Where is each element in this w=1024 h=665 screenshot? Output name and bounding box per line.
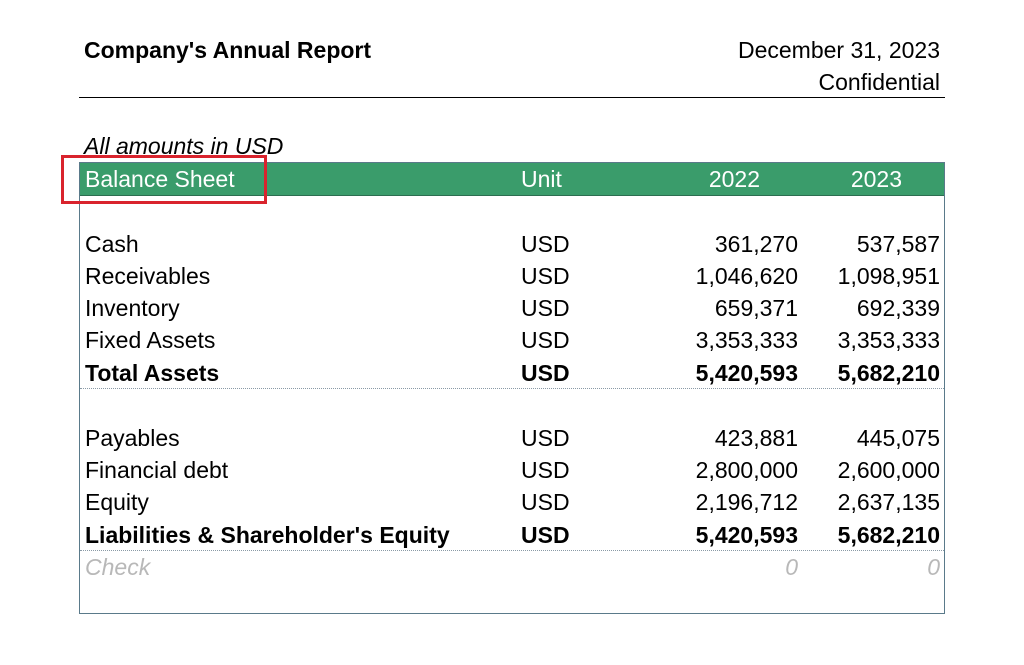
row-value-2023[interactable]: 445,075 xyxy=(856,425,940,451)
total-assets-row: Total Assets USD 5,420,593 5,682,210 xyxy=(80,358,944,388)
row-value-2022[interactable]: 659,371 xyxy=(714,295,798,321)
row-value-2023[interactable]: 1,098,951 xyxy=(837,263,940,289)
row-value-2023[interactable]: 5,682,210 xyxy=(837,522,940,548)
row-value-2022[interactable]: 0 xyxy=(785,554,798,580)
row-unit[interactable]: USD xyxy=(521,231,570,257)
row-label[interactable]: Liabilities & Shareholder's Equity xyxy=(85,522,450,548)
row-value-2022[interactable]: 2,196,712 xyxy=(695,489,798,515)
report-classification: Confidential xyxy=(818,69,940,95)
row-value-2022[interactable]: 3,353,333 xyxy=(695,327,798,353)
table-row: Payables USD 423,881 445,075 xyxy=(80,423,944,453)
row-unit[interactable]: USD xyxy=(521,327,570,353)
table-header-band: Balance Sheet Unit 2022 2023 xyxy=(80,163,944,196)
section-divider xyxy=(80,388,944,389)
currency-note: All amounts in USD xyxy=(84,133,284,159)
row-label[interactable]: Financial debt xyxy=(85,457,229,483)
row-label[interactable]: Check xyxy=(85,554,151,580)
table-row: Equity USD 2,196,712 2,637,135 xyxy=(80,487,944,517)
row-value-2023[interactable]: 3,353,333 xyxy=(837,327,940,353)
row-unit[interactable]: USD xyxy=(521,457,570,483)
row-value-2023[interactable]: 2,637,135 xyxy=(837,489,940,515)
row-unit[interactable]: USD xyxy=(521,522,570,548)
row-value-2022[interactable]: 1,046,620 xyxy=(695,263,798,289)
row-value-2023[interactable]: 537,587 xyxy=(856,231,940,257)
row-unit[interactable]: USD xyxy=(521,263,570,289)
total-liabilities-equity-row: Liabilities & Shareholder's Equity USD 5… xyxy=(80,520,944,550)
row-unit[interactable]: USD xyxy=(521,425,570,451)
row-value-2023[interactable]: 2,600,000 xyxy=(837,457,940,483)
row-value-2022[interactable]: 5,420,593 xyxy=(695,360,798,386)
selection-highlight-box xyxy=(61,155,267,204)
check-row: Check 0 0 xyxy=(80,552,944,582)
row-value-2023[interactable]: 0 xyxy=(927,554,940,580)
table-row: Inventory USD 659,371 692,339 xyxy=(80,293,944,323)
header-divider xyxy=(79,97,945,98)
row-unit[interactable]: USD xyxy=(521,489,570,515)
section-divider xyxy=(80,550,944,551)
row-label[interactable]: Payables xyxy=(85,425,180,451)
column-header-2022[interactable]: 2022 xyxy=(708,166,760,192)
table-row: Fixed Assets USD 3,353,333 3,353,333 xyxy=(80,325,944,355)
row-label[interactable]: Cash xyxy=(85,231,139,257)
column-header-label[interactable]: Balance Sheet xyxy=(85,166,235,192)
row-value-2022[interactable]: 5,420,593 xyxy=(695,522,798,548)
row-label[interactable]: Total Assets xyxy=(85,360,220,386)
row-value-2023[interactable]: 692,339 xyxy=(856,295,940,321)
balance-sheet-table: Balance Sheet Unit 2022 2023 Cash USD 36… xyxy=(79,162,945,614)
row-label[interactable]: Receivables xyxy=(85,263,211,289)
row-value-2023[interactable]: 5,682,210 xyxy=(837,360,940,386)
report-title: Company's Annual Report xyxy=(84,37,372,63)
row-label[interactable]: Equity xyxy=(85,489,149,515)
column-header-unit[interactable]: Unit xyxy=(521,166,562,192)
row-label[interactable]: Fixed Assets xyxy=(85,327,216,353)
row-value-2022[interactable]: 361,270 xyxy=(714,231,798,257)
row-label[interactable]: Inventory xyxy=(85,295,180,321)
report-date: December 31, 2023 xyxy=(737,37,940,63)
table-row: Cash USD 361,270 537,587 xyxy=(80,229,944,259)
row-value-2022[interactable]: 2,800,000 xyxy=(695,457,798,483)
row-value-2022[interactable]: 423,881 xyxy=(714,425,798,451)
table-row: Receivables USD 1,046,620 1,098,951 xyxy=(80,261,944,291)
row-unit[interactable]: USD xyxy=(521,295,570,321)
row-unit[interactable]: USD xyxy=(521,360,570,386)
column-header-2023[interactable]: 2023 xyxy=(850,166,902,192)
table-row: Financial debt USD 2,800,000 2,600,000 xyxy=(80,455,944,485)
